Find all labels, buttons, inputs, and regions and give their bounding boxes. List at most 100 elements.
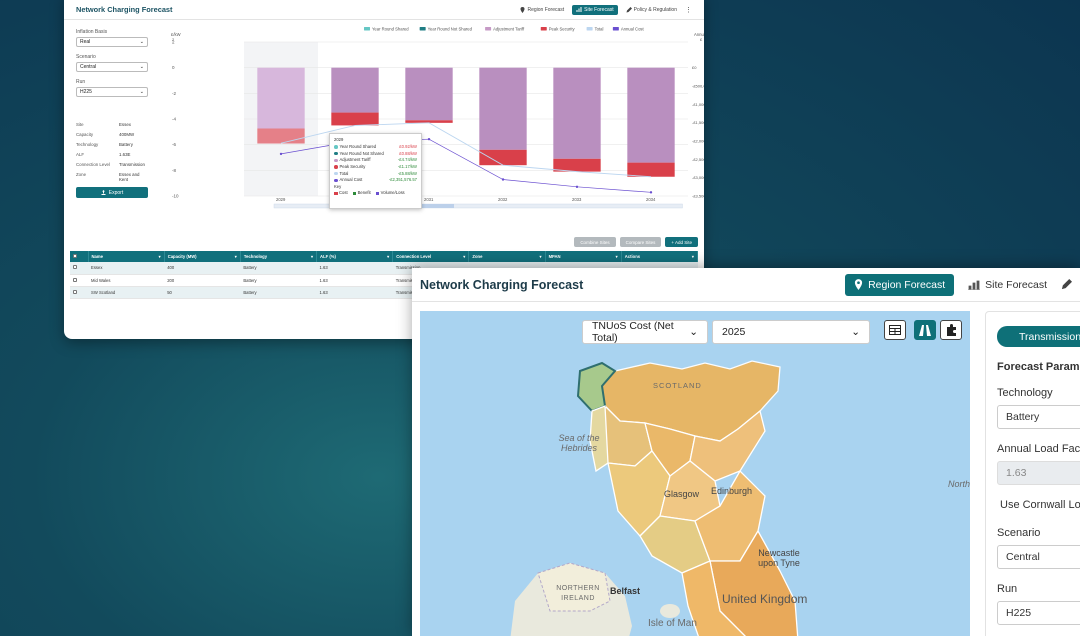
- plugin-view-button[interactable]: [940, 320, 962, 340]
- top-bar: Network Charging Forecast Region Forecas…: [64, 0, 704, 20]
- column-header-label: Capacity (MW): [167, 254, 197, 259]
- bar-adjustment-tariff: [553, 67, 601, 159]
- column-header-label: Connection Level: [396, 254, 432, 259]
- detail-value: Essex and Kent: [119, 172, 140, 182]
- column-header[interactable]: Capacity (MW) ▾: [164, 251, 241, 262]
- detail-row: Site Essex: [76, 122, 152, 127]
- checkbox-icon[interactable]: [73, 289, 77, 294]
- top-bar: Network Charging Forecast Region Forecas…: [412, 268, 1080, 302]
- combine-sites-button[interactable]: Combine Sites: [574, 237, 616, 247]
- tooltip-row-label: Year Round Shared: [334, 144, 376, 149]
- metric-select[interactable]: TNUoS Cost (Net Total) ⌄: [582, 320, 708, 344]
- bar-adjustment-tariff: [479, 67, 527, 150]
- column-header[interactable]: ALF (%) ▾: [316, 251, 394, 262]
- more-menu-icon[interactable]: ⋮: [685, 6, 692, 14]
- sort-icon[interactable]: ▾: [310, 254, 314, 259]
- compare-sites-button[interactable]: Compare Sites: [619, 237, 662, 247]
- inflation-value: Real: [80, 39, 91, 45]
- nav-policy[interactable]: Policy & Regulation: [626, 6, 677, 13]
- scenario-select[interactable]: Central: [997, 545, 1080, 569]
- export-button[interactable]: Export: [76, 187, 148, 198]
- tooltip-row-value: -£4.74/kW: [397, 157, 417, 163]
- x-tick-label: 2032: [498, 197, 508, 202]
- table-cell: 1.63: [316, 262, 393, 275]
- nav-region-forecast[interactable]: Region Forecast: [520, 6, 564, 13]
- column-header[interactable]: Technology ▾: [240, 251, 318, 262]
- x-tick-label: 2029: [276, 197, 286, 202]
- y-tick-label: -2: [172, 91, 176, 96]
- sort-icon[interactable]: ▾: [539, 254, 542, 259]
- column-header[interactable]: Zone ▾: [468, 251, 546, 262]
- tooltip-label-text: Year Round Not Shared: [339, 150, 384, 156]
- map-label-northern-ireland: NORTHERN IRELAND: [556, 585, 600, 602]
- checkbox-icon[interactable]: [73, 277, 77, 282]
- right-tick-label: -£2,500,000: [692, 157, 704, 162]
- row-select-cell[interactable]: [70, 262, 89, 275]
- row-select-cell[interactable]: [70, 286, 89, 299]
- add-site-button[interactable]: + Add Site: [665, 237, 698, 247]
- sort-icon[interactable]: ▾: [387, 254, 390, 259]
- column-header-label: Zone: [472, 254, 483, 259]
- legend-swatch: [419, 27, 426, 31]
- run-select[interactable]: H225: [997, 601, 1080, 625]
- sort-icon[interactable]: ▾: [463, 254, 466, 259]
- row-select-cell[interactable]: [70, 274, 89, 287]
- table-view-button[interactable]: [884, 320, 906, 340]
- sort-icon[interactable]: ▾: [691, 254, 694, 259]
- site-actions: Combine Sites Compare Sites + Add Site: [574, 237, 698, 247]
- key-item: Benefit: [352, 190, 371, 195]
- sort-icon[interactable]: ▾: [234, 254, 237, 259]
- legend-swatch: [612, 27, 619, 31]
- main-nav: Region Forecast Site Forecast: [845, 273, 1072, 296]
- sort-icon[interactable]: ▾: [615, 254, 618, 259]
- nav-site-label: Site Forecast: [584, 6, 614, 13]
- legend-label: Year Round Not Shared: [428, 27, 473, 31]
- alf-label: Annual Load Factor: [997, 443, 1080, 455]
- technology-select[interactable]: Battery: [997, 405, 1080, 429]
- bar-adjustment-tariff: [257, 67, 305, 129]
- tooltip-rows: Year Round Shared £0.92/kW Year Round Not …: [334, 144, 417, 182]
- select-all-cell[interactable]: [70, 251, 89, 262]
- scenario-label: Scenario: [997, 527, 1041, 539]
- checkbox-icon[interactable]: [73, 254, 77, 258]
- right-tick-label: -£1,000,000: [692, 102, 704, 107]
- detail-row: Connection Level Transmission: [76, 162, 152, 167]
- pencil-icon[interactable]: [1061, 279, 1072, 290]
- tooltip-key: Cost Benefit Volume/Loss: [334, 190, 417, 195]
- sort-icon[interactable]: ▾: [158, 254, 161, 259]
- column-header[interactable]: Name ▾: [88, 251, 165, 262]
- detail-key: Zone: [76, 172, 87, 177]
- panel-heading: Forecast Parameters: [997, 361, 1080, 373]
- tooltip-row: Total -£5.88/kW: [334, 171, 417, 176]
- cornwall-checkbox-row[interactable]: Use Cornwall Location: [997, 499, 1080, 511]
- table-icon: [889, 325, 901, 335]
- tooltip-row: Annual Cost -£2,351,576.57: [334, 177, 417, 182]
- run-select[interactable]: H225 ⌄: [76, 87, 148, 97]
- left-axis-title: £/kW: [171, 32, 181, 37]
- alf-input[interactable]: 1.63: [997, 461, 1080, 485]
- map-canvas: [420, 311, 970, 636]
- checkbox-icon[interactable]: [73, 265, 77, 270]
- x-tick-label: 2033: [572, 197, 582, 202]
- tab-transmission[interactable]: Transmission: [997, 326, 1080, 347]
- region-map[interactable]: SCOTLAND Sea of the Hebrides Glasgow Edi…: [420, 311, 970, 636]
- scenario-select[interactable]: Central ⌄: [76, 62, 148, 72]
- table-cell: Battery: [240, 274, 317, 287]
- x-tick-label: 2034: [646, 197, 656, 202]
- app-title: Network Charging Forecast: [76, 5, 173, 14]
- nav-site-forecast[interactable]: Site Forecast: [572, 4, 618, 15]
- nav-site-forecast[interactable]: Site Forecast: [968, 279, 1047, 291]
- road-view-button[interactable]: [914, 320, 936, 340]
- inflation-select[interactable]: Real ⌄: [76, 37, 148, 47]
- map-label-isle-of-man: Isle of Man: [648, 618, 697, 629]
- column-header-label: MPAN: [548, 254, 561, 259]
- column-header[interactable]: Actions ▾: [621, 251, 699, 262]
- nav-region-forecast[interactable]: Region Forecast: [845, 273, 955, 296]
- right-axis-title: Annual Cost (£): [694, 32, 704, 37]
- column-header[interactable]: Connection Level ▾: [392, 251, 470, 262]
- tooltip-year: 2029: [334, 137, 344, 142]
- column-header[interactable]: MPAN ▾: [545, 251, 622, 262]
- tooltip-row-label: Annual Cost: [334, 177, 362, 182]
- table-cell: 50: [164, 286, 241, 299]
- year-select[interactable]: 2025 ⌄: [712, 320, 870, 344]
